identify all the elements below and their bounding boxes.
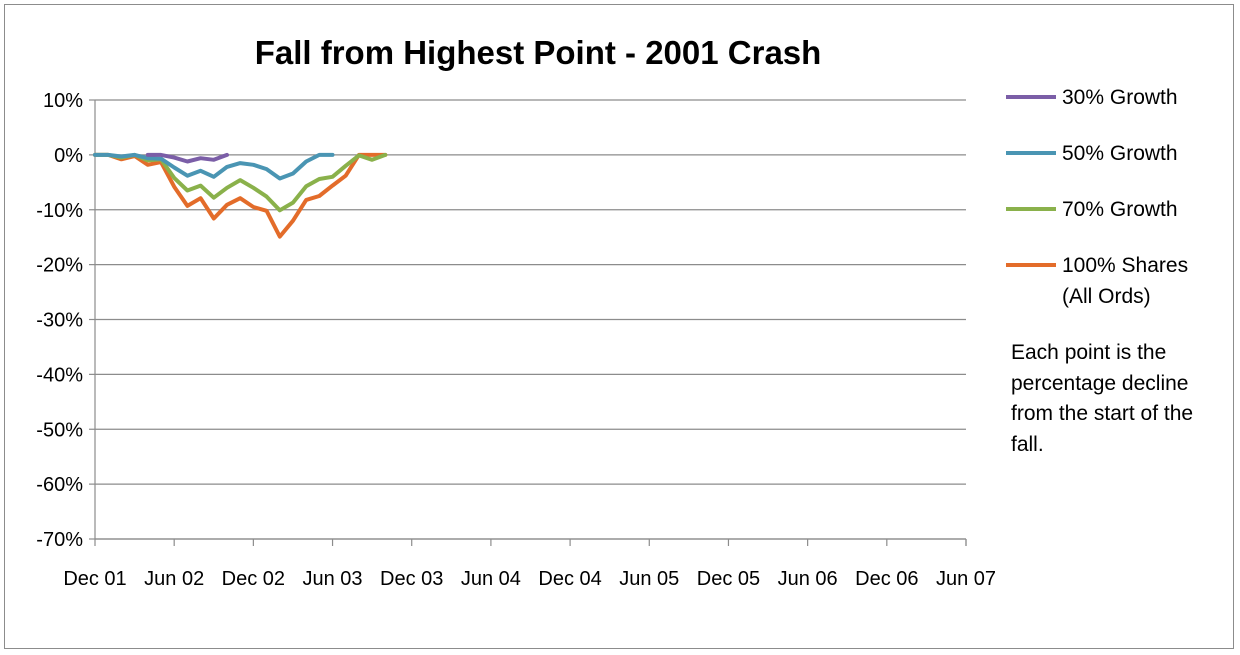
y-tick-label: -50%: [36, 419, 83, 441]
x-tick-label: Jun 06: [778, 568, 838, 590]
y-tick-label: 0%: [54, 145, 83, 167]
x-tick-label: Jun 03: [303, 568, 363, 590]
y-tick-label: -30%: [36, 310, 83, 332]
x-tick-label: Dec 03: [380, 568, 443, 590]
x-tick-label: Dec 02: [222, 568, 285, 590]
x-tick-label: Jun 05: [619, 568, 679, 590]
line-chart: 10% 0% -10% -20% -30% -40% -50% -60% -70% Dec 01 J…: [36, 34, 1188, 590]
legend-label: 100% Shares (All Ords): [1062, 254, 1188, 308]
y-tick-label: -20%: [36, 255, 83, 277]
x-tick-label: Jun 02: [144, 568, 204, 590]
series-line-1: [145, 152, 229, 164]
y-tick-label: -10%: [36, 200, 83, 222]
y-tick-label: 10%: [43, 90, 83, 112]
x-tick-label: Dec 05: [697, 568, 760, 590]
y-tick-label: -60%: [36, 474, 83, 496]
y-tick-label: -70%: [36, 529, 83, 551]
legend-label: 30% Growth: [1062, 86, 1178, 109]
x-tick-label: Dec 04: [538, 568, 601, 590]
x-tick-label: Dec 06: [855, 568, 918, 590]
chart-note: Each point is the percentage decline fro…: [1011, 341, 1194, 456]
series-line-2: [93, 152, 335, 181]
y-tick-label: -40%: [36, 364, 83, 386]
chart-title: Fall from Highest Point - 2001 Crash: [255, 34, 822, 71]
x-tick-label: Dec 01: [63, 568, 126, 590]
x-tick-label: Jun 07: [936, 568, 996, 590]
series-line-4: [93, 152, 388, 239]
legend-label: 50% Growth: [1062, 142, 1178, 165]
x-tick-label: Jun 04: [461, 568, 521, 590]
legend-label: 70% Growth: [1062, 198, 1178, 221]
chart-frame: 10% 0% -10% -20% -30% -40% -50% -60% -70% Dec 01 J…: [4, 4, 1234, 649]
